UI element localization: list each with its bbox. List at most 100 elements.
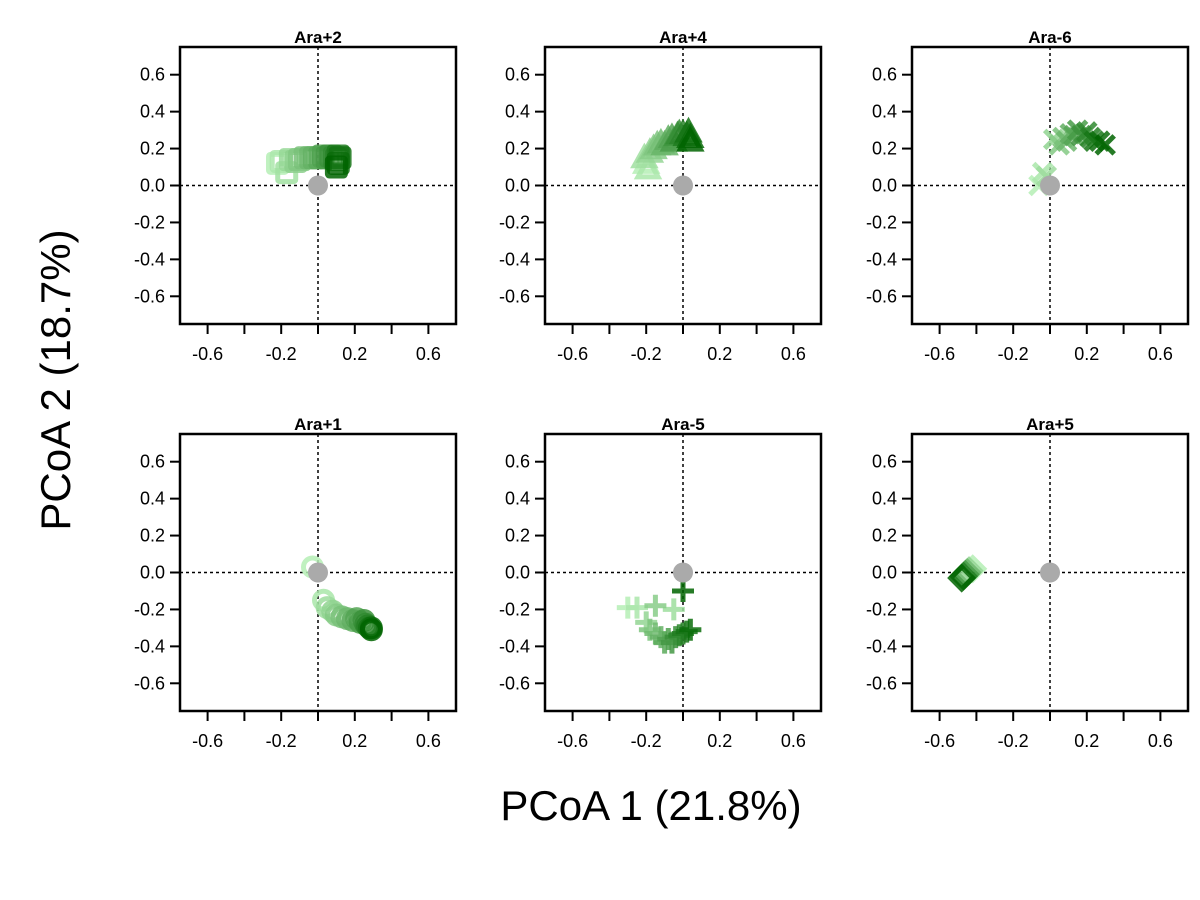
origin-point	[1040, 562, 1060, 583]
origin-point	[1040, 175, 1060, 196]
y-tick-label: 0.6	[872, 65, 897, 85]
y-tick-label: 0.6	[140, 65, 165, 85]
y-tick-label: -0.2	[499, 212, 530, 232]
panel-frame	[543, 45, 823, 326]
panel-frame	[178, 45, 458, 326]
y-tick-label: -0.6	[866, 286, 897, 306]
y-tick-label: 0.2	[140, 139, 165, 159]
x-tick-label: 0.6	[781, 731, 806, 751]
panel-ara-6: Ara-6 -0.6 -0.2 0.2 0.6 -0.6 -0.4 -0.2 0.0 0.2 0.4…	[866, 28, 1190, 364]
y-tick-label: 0.0	[872, 176, 897, 196]
y-tick-label: 0.2	[505, 139, 530, 159]
x-tick-label: -0.2	[998, 731, 1029, 751]
panel-ara-5: Ara+5 -0.6 -0.2 0.2 0.6 -0.6 -0.4 -0.2 0.0 0.2 0.4…	[866, 415, 1190, 751]
x-axis-label: PCoA 1 (21.8%)	[500, 782, 801, 829]
y-tick-label: 0.2	[872, 526, 897, 546]
y-tick-label: 0.0	[872, 563, 897, 583]
x-tick-label: 0.2	[707, 731, 732, 751]
y-tick-label: 0.2	[140, 526, 165, 546]
y-tick-label: 0.0	[140, 563, 165, 583]
y-tick-label: 0.2	[505, 526, 530, 546]
y-tick-label: 0.0	[505, 563, 530, 583]
x-tick-label: 0.2	[1074, 731, 1099, 751]
x-tick-label: 0.6	[781, 344, 806, 364]
y-tick-label: -0.2	[866, 599, 897, 619]
panel-frame	[910, 432, 1190, 713]
y-tick-label: 0.6	[505, 65, 530, 85]
y-axis-label: PCoA 2 (18.7%)	[32, 229, 79, 530]
data-point	[644, 594, 667, 617]
x-tick-label: -0.2	[631, 731, 662, 751]
y-tick-label: -0.2	[499, 599, 530, 619]
y-tick-label: 0.0	[140, 176, 165, 196]
x-tick-label: 0.6	[1148, 731, 1173, 751]
origin-point	[308, 175, 328, 196]
y-tick-label: 0.4	[872, 489, 897, 509]
y-tick-label: 0.4	[505, 489, 530, 509]
panel-ara-2: Ara+2 -0.6 -0.2 0.2 0.6 -0.6 -0.4 -0.2 0.0 0.2 0.4…	[134, 28, 458, 364]
panel-title: Ara-6	[1028, 28, 1071, 47]
y-tick-label: -0.2	[866, 212, 897, 232]
data-point	[626, 596, 648, 619]
panel-title: Ara+2	[294, 28, 342, 47]
y-tick-label: 0.0	[505, 176, 530, 196]
x-tick-label: -0.6	[924, 731, 955, 751]
y-tick-label: 0.6	[140, 452, 165, 472]
origin-point	[673, 562, 693, 583]
data-point	[947, 563, 977, 593]
data-point	[662, 598, 685, 621]
origin-point	[308, 562, 328, 583]
y-tick-label: -0.4	[499, 249, 530, 269]
panel-title: Ara+4	[659, 28, 707, 47]
y-tick-label: 0.4	[140, 489, 165, 509]
y-tick-label: -0.6	[499, 673, 530, 693]
panels-grid: Ara+2 -0.6 -0.2 0.2 0.6 -0.6 -0.4 -0.2 0.0 0.2 0.4…	[134, 28, 1190, 751]
data-point	[359, 618, 383, 642]
data-point	[672, 579, 694, 602]
y-tick-label: -0.6	[134, 673, 165, 693]
x-tick-label: -0.2	[631, 344, 662, 364]
y-tick-label: 0.4	[140, 102, 165, 122]
y-tick-label: -0.4	[866, 636, 897, 656]
y-tick-label: 0.4	[872, 102, 897, 122]
y-tick-label: -0.4	[134, 249, 165, 269]
panel-ara-4: Ara+4 -0.6 -0.2 0.2 0.6 -0.6 -0.4 -0.2 0.0 0.2 0.4…	[499, 28, 823, 364]
panel-frame	[543, 432, 823, 713]
y-tick-label: 0.4	[505, 102, 530, 122]
x-tick-label: 0.2	[342, 731, 367, 751]
panel-title: Ara+1	[294, 415, 342, 434]
y-tick-label: -0.6	[134, 286, 165, 306]
x-tick-label: 0.2	[707, 344, 732, 364]
x-tick-label: -0.6	[557, 344, 588, 364]
y-tick-label: -0.4	[134, 636, 165, 656]
y-tick-label: -0.2	[134, 212, 165, 232]
x-tick-label: 0.6	[416, 731, 441, 751]
x-tick-label: -0.6	[192, 731, 223, 751]
panel-frame	[910, 45, 1190, 326]
x-tick-label: -0.6	[557, 731, 588, 751]
panel-frame	[178, 432, 458, 713]
y-tick-label: -0.6	[866, 673, 897, 693]
y-tick-label: 0.2	[872, 139, 897, 159]
data-point	[679, 618, 702, 641]
x-tick-label: 0.2	[1074, 344, 1099, 364]
y-tick-label: -0.2	[134, 599, 165, 619]
panel-title: Ara+5	[1026, 415, 1074, 434]
x-tick-label: -0.2	[998, 344, 1029, 364]
x-tick-label: -0.2	[266, 731, 297, 751]
y-tick-label: 0.6	[505, 452, 530, 472]
x-tick-label: 0.2	[342, 344, 367, 364]
data-point	[676, 126, 705, 152]
y-tick-label: -0.4	[866, 249, 897, 269]
panel-ara-1: Ara+1 -0.6 -0.2 0.2 0.6 -0.6 -0.4 -0.2 0.0 0.2 0.4…	[134, 415, 458, 751]
data-point	[324, 155, 348, 179]
data-point	[1094, 134, 1116, 156]
y-tick-label: 0.6	[872, 452, 897, 472]
origin-point	[673, 175, 693, 196]
x-tick-label: 0.6	[1148, 344, 1173, 364]
panel-title: Ara-5	[661, 415, 704, 434]
x-tick-label: -0.6	[192, 344, 223, 364]
x-tick-label: 0.6	[416, 344, 441, 364]
y-tick-label: -0.6	[499, 286, 530, 306]
